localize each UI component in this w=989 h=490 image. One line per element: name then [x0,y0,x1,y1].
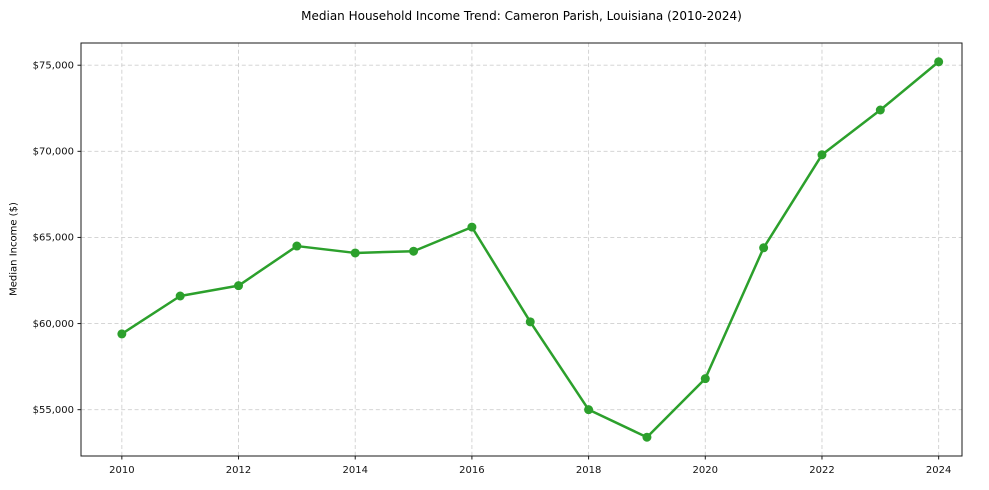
y-tick-label: $60,000 [33,319,74,330]
chart-title: Median Household Income Trend: Cameron P… [301,9,742,23]
y-tick-label: $55,000 [33,405,74,416]
data-point-2021 [759,243,769,253]
data-point-2014 [350,248,360,258]
plot-border [80,42,963,457]
data-point-2016 [467,222,477,232]
data-point-2017 [525,317,535,327]
data-point-2015 [409,246,419,256]
x-tick-label: 2016 [459,465,484,476]
x-tick-label: 2018 [576,465,601,476]
income-trend-line [120,60,940,439]
data-point-2023 [875,105,885,115]
x-tick-label: 2022 [809,465,834,476]
data-point-2022 [817,150,827,160]
data-point-2024 [934,57,944,67]
x-tick-label: 2014 [342,465,367,476]
data-point-2019 [642,432,652,442]
data-point-2012 [234,281,244,291]
data-point-2013 [292,241,302,251]
data-point-2010 [117,329,127,339]
data-point-2011 [175,291,185,301]
y-tick-label: $70,000 [33,147,74,158]
y-tick-label: $65,000 [33,233,74,244]
data-point-2018 [584,405,594,415]
x-tick-label: 2020 [693,465,718,476]
data-point-2020 [700,374,710,384]
y-tick-label: $75,000 [33,60,74,71]
x-tick-label: 2010 [109,465,134,476]
x-tick-label: 2024 [926,465,951,476]
x-tick-label: 2012 [226,465,251,476]
